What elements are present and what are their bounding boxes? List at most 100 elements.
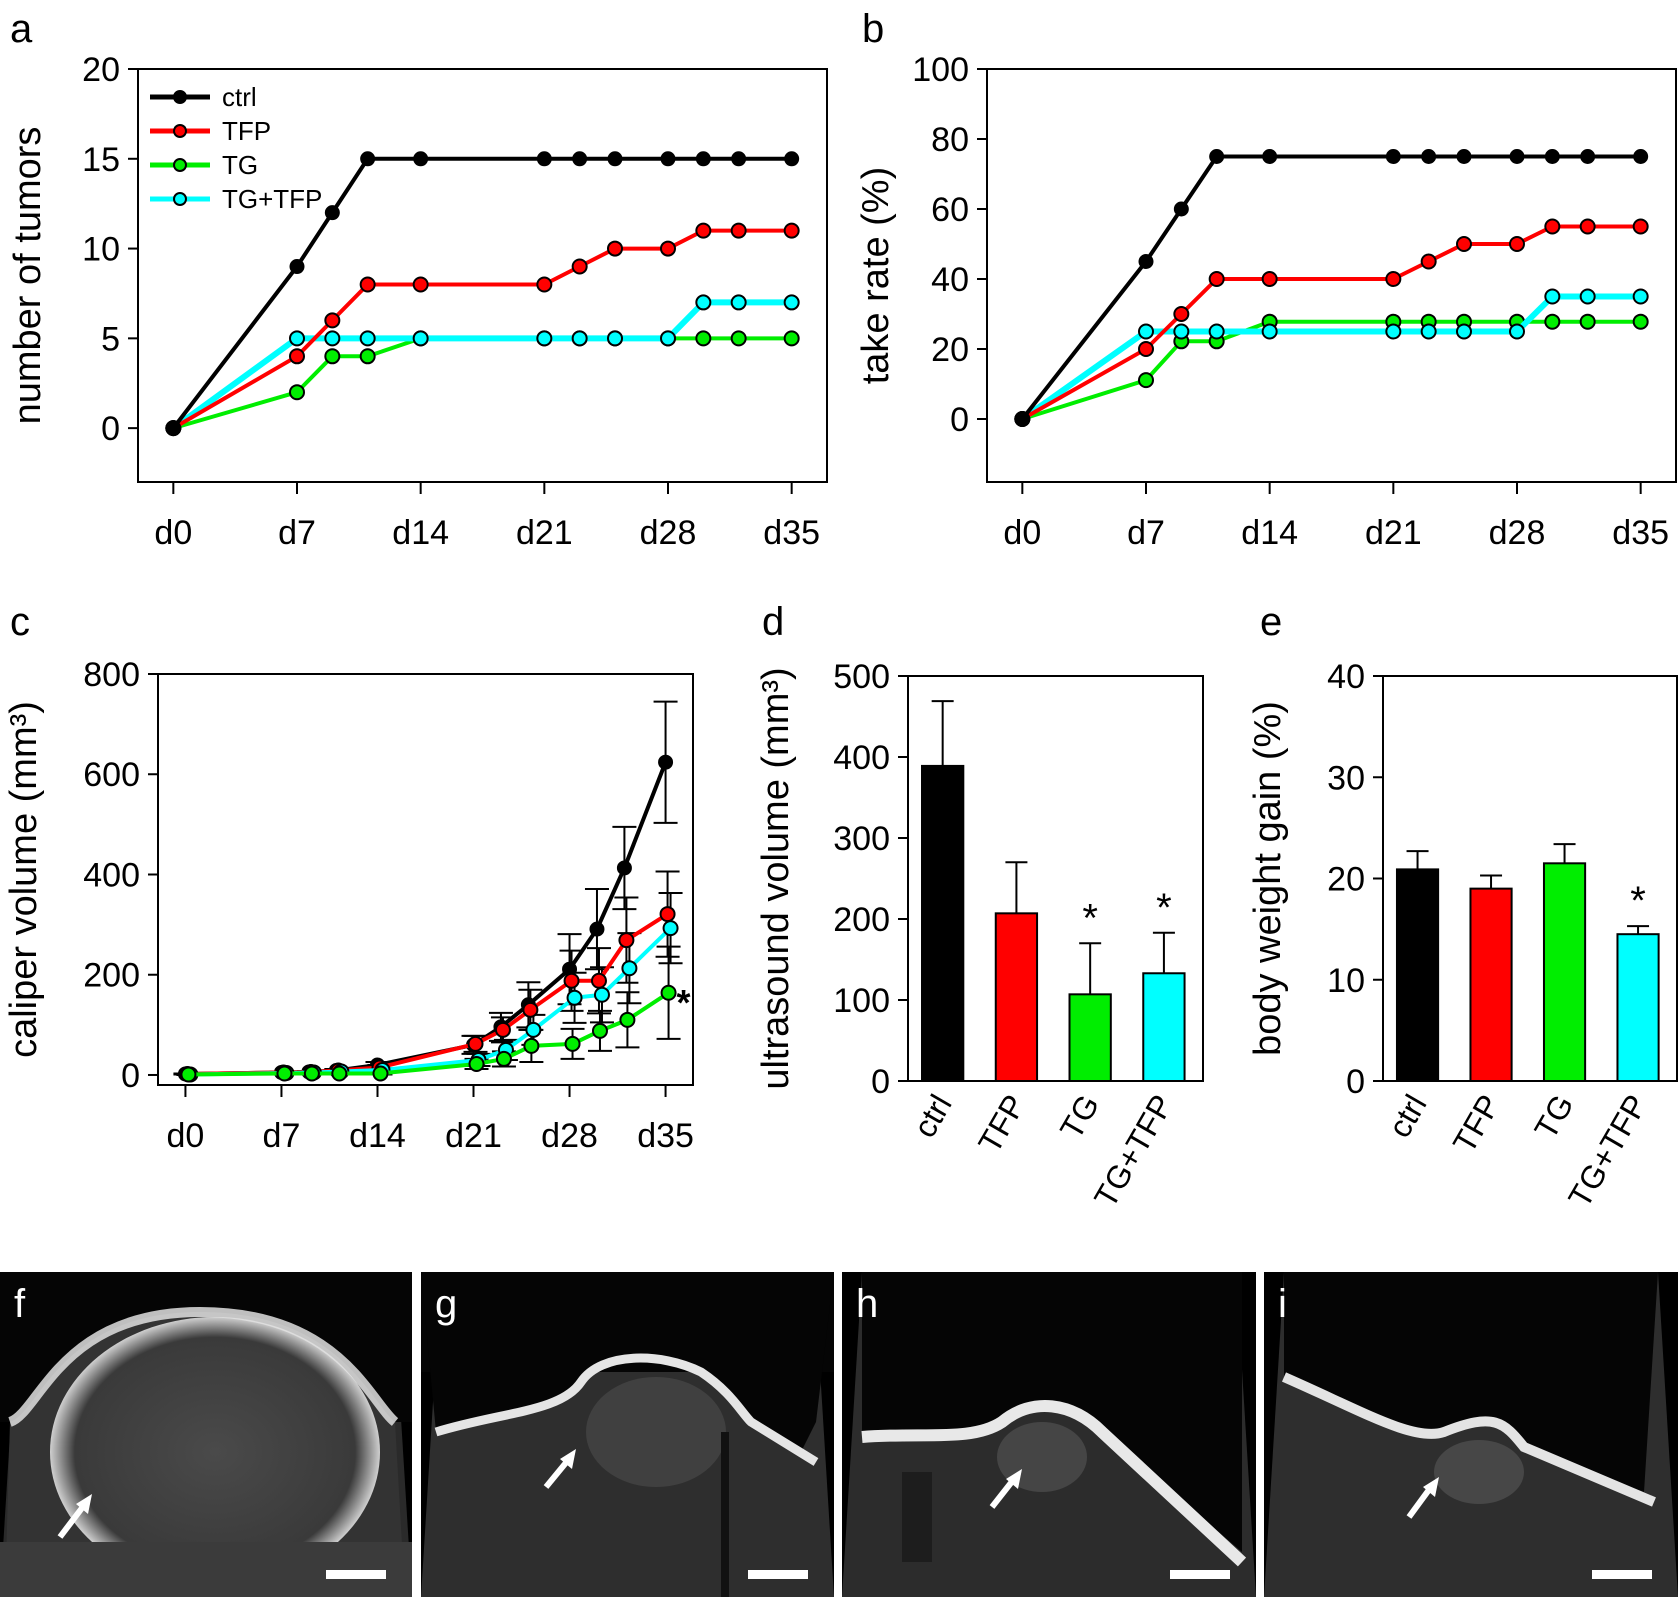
y-axis-label: take rate (%): [855, 167, 897, 385]
panel-label-g: g: [435, 1282, 458, 1326]
data-point: [324, 312, 341, 329]
bar-ctrl: [921, 764, 965, 1082]
ultrasound-scan: [0, 1272, 412, 1597]
y-tick-label: 40: [1327, 658, 1365, 696]
data-point: [1544, 313, 1561, 330]
data-point: [695, 330, 712, 347]
y-tick-label: 400: [83, 856, 140, 894]
data-point: [1138, 254, 1154, 269]
arrow-icon: [989, 1477, 1017, 1509]
chart-panel-d: d 0 100 200 300 400 500 ultrasound volume (mm³)…: [755, 600, 1204, 1214]
y-tick-label: 200: [83, 957, 140, 995]
data-point: [359, 330, 376, 347]
data-point: [619, 1011, 636, 1028]
data-point: [659, 906, 676, 923]
data-point: [324, 330, 341, 347]
y-tick-label: 100: [833, 982, 890, 1020]
y-tick-label: 80: [931, 121, 969, 159]
data-point: [468, 1055, 485, 1072]
data-point: [359, 276, 376, 293]
data-point: [1262, 149, 1278, 164]
data-point: [572, 151, 588, 167]
y-tick-label: 300: [833, 820, 890, 858]
data-point: [1014, 411, 1030, 427]
y-tick-label: 10: [82, 231, 120, 269]
data-point: [730, 330, 747, 347]
panel-label-h: h: [856, 1282, 879, 1326]
data-point: [658, 754, 674, 770]
series-line-tg: [1021, 319, 1641, 421]
bar-tg: [1542, 862, 1587, 1082]
data-point: [412, 330, 429, 347]
x-tick-label: TFP: [971, 1089, 1032, 1159]
y-tick-label: 100: [912, 51, 969, 89]
chart-panel-a: a 0 5 10 15 20 d0 d7 d14 d21 d28 d35 number of tumor…: [7, 7, 828, 552]
data-point: [289, 330, 305, 347]
x-tick-label: TG: [1527, 1089, 1580, 1145]
data-point: [1138, 341, 1154, 357]
data-point: [276, 1065, 293, 1082]
arrow-icon: [57, 1502, 88, 1539]
legend-label: TFP: [222, 116, 271, 146]
chart-panel-e: e 0 10 20 30 40 body weight gain (%) ctrl TFP TG *…: [1247, 600, 1678, 1214]
data-point: [467, 1035, 484, 1052]
y-tick-label: 40: [931, 261, 969, 299]
data-point: [1544, 218, 1561, 235]
significance-marker: *: [677, 982, 691, 1023]
data-point: [590, 972, 607, 989]
data-point: [783, 294, 800, 311]
data-point: [591, 1022, 608, 1039]
series-line-tg-tfp: [1020, 293, 1641, 422]
x-tick-label: d7: [263, 1117, 301, 1155]
bar-tg-tfp: [1142, 972, 1186, 1083]
scale-bar: [748, 1570, 808, 1579]
legend-label: TG: [222, 150, 258, 180]
x-tick-label: ctrl: [906, 1089, 959, 1144]
data-point: [289, 348, 305, 365]
x-tick-label: d21: [1365, 514, 1422, 552]
data-point: [1420, 323, 1437, 340]
data-point: [523, 1037, 540, 1054]
x-tick-label: TG: [1053, 1089, 1106, 1145]
y-tick-label: 30: [1327, 759, 1365, 797]
ultrasound-image-h: h: [842, 1272, 1256, 1597]
data-point: [618, 932, 635, 949]
data-point: [1544, 288, 1561, 305]
data-point: [660, 240, 676, 257]
y-tick-label: 60: [931, 191, 969, 229]
data-point: [695, 222, 712, 239]
x-tick-label: d35: [763, 514, 820, 552]
scale-bar: [1592, 1570, 1652, 1579]
data-point: [695, 151, 711, 167]
legend-marker: [173, 124, 187, 138]
series-line-tg: [172, 336, 792, 431]
ultrasound-image-f: f: [0, 1272, 412, 1597]
data-point: [1456, 323, 1472, 340]
y-axis-label: body weight gain (%): [1247, 701, 1289, 1056]
data-point: [731, 151, 747, 167]
data-point: [1632, 218, 1649, 235]
x-tick-label: d7: [1127, 514, 1165, 552]
bar-tg: [1068, 993, 1112, 1083]
x-tick-label: d21: [516, 514, 573, 552]
ultrasound-scan: [842, 1272, 1256, 1597]
data-point: [1261, 323, 1278, 340]
data-point: [536, 276, 553, 293]
data-point: [494, 1021, 511, 1038]
x-tick-label: d0: [167, 1117, 205, 1155]
ultrasound-scan: [1264, 1272, 1678, 1597]
data-point: [607, 240, 623, 257]
data-point: [1385, 323, 1402, 340]
data-point: [359, 348, 376, 365]
y-tick-label: 20: [931, 331, 969, 369]
data-point: [289, 259, 305, 275]
y-tick-label: 0: [121, 1057, 140, 1095]
data-point: [563, 972, 580, 989]
x-tick-label: d14: [1241, 514, 1298, 552]
y-tick-label: 600: [83, 756, 140, 794]
y-tick-label: 0: [871, 1063, 890, 1101]
data-point: [324, 205, 340, 221]
panel-label-d: d: [762, 600, 784, 644]
arrow-icon: [543, 1457, 572, 1489]
bar-tfp: [1469, 887, 1513, 1082]
